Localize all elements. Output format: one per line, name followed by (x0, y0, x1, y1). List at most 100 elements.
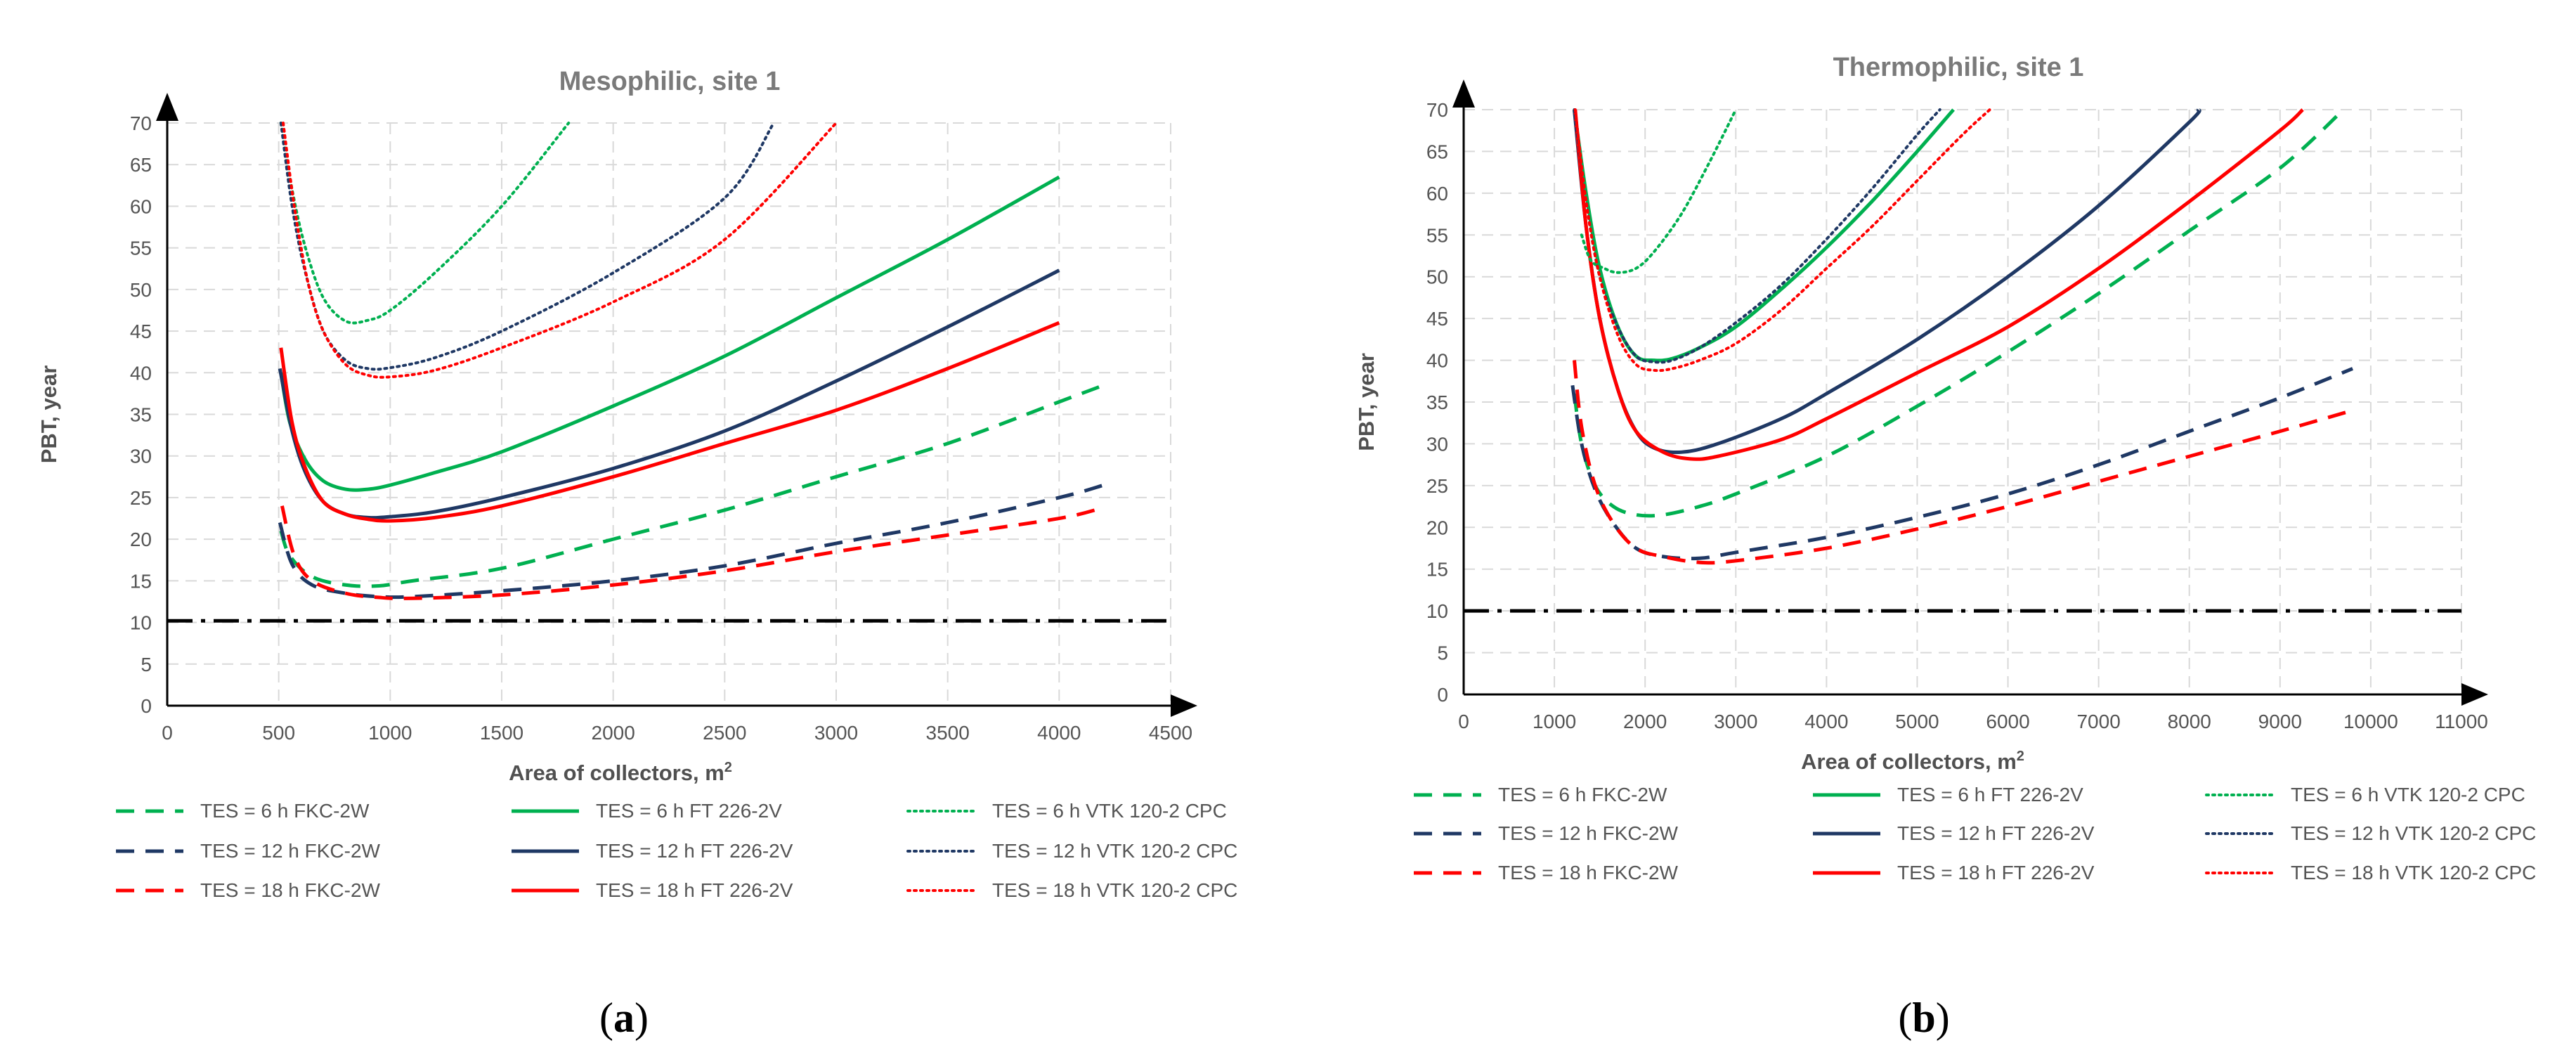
y-tick-label: 60 (1426, 183, 1448, 205)
y-tick-label: 45 (130, 321, 152, 342)
y-tick-label: 15 (130, 570, 152, 592)
panel-caption-letter: a (613, 995, 635, 1041)
x-tick-label: 3000 (814, 722, 858, 744)
y-tick-label: 25 (130, 487, 152, 509)
y-axis-arrow (156, 93, 178, 121)
legend-item: TES = 12 h VTK 120-2 CPC (2205, 822, 2536, 844)
legend: TES = 6 h FKC-2W TES = 12 h FKC-2W TES = 1… (1414, 784, 2536, 884)
y-tick-label: 30 (130, 446, 152, 467)
y-tick-label: 35 (1426, 391, 1448, 413)
legend-label: TES = 18 h FT 226-2V (596, 879, 793, 901)
x-axis-arrow (2461, 683, 2488, 706)
legend-item: TES = 6 h FKC-2W (116, 800, 370, 822)
series-line (279, 321, 1060, 523)
chart-title: Mesophilic, site 1 (559, 67, 781, 96)
series-line (282, 122, 838, 379)
legend-label: TES = 18 h FKC-2W (1498, 862, 1679, 884)
series-line (279, 122, 571, 325)
series-line (1573, 360, 2353, 565)
legend-item: TES = 12 h FKC-2W (1414, 822, 1679, 844)
x-tick-label: 1000 (368, 722, 412, 744)
legend-label: TES = 12 h FT 226-2V (596, 840, 793, 862)
x-tick-label: 10000 (2343, 711, 2398, 732)
series-line (1580, 108, 1738, 274)
chart-panel-thermophilic: Thermophilic, site 105101520253035404550… (1354, 53, 2536, 1041)
y-tick-label: 65 (130, 154, 152, 176)
x-tick-label: 9000 (2258, 711, 2302, 732)
x-tick-label: 1000 (1533, 711, 1576, 732)
y-tick-label: 50 (130, 279, 152, 301)
y-axis-label: PBT, year (1354, 353, 1379, 451)
y-tick-label: 20 (1426, 517, 1448, 538)
legend-item: TES = 12 h VTK 120-2 CPC (906, 840, 1237, 862)
legend-item: TES = 12 h FT 226-2V (1813, 822, 2095, 844)
legend-item: TES = 18 h FT 226-2V (512, 879, 793, 901)
legend-label: TES = 6 h FKC-2W (1498, 784, 1667, 805)
y-tick-label: 65 (1426, 141, 1448, 162)
legend-item: TES = 12 h FKC-2W (116, 840, 381, 862)
y-tick-label: 60 (130, 195, 152, 217)
y-tick-label: 35 (130, 404, 152, 426)
y-tick-label: 0 (1437, 684, 1448, 706)
chart-title: Thermophilic, site 1 (1833, 53, 2084, 82)
y-tick-label: 5 (1437, 642, 1448, 664)
y-tick-label: 70 (130, 112, 152, 134)
series-line (1573, 108, 1941, 364)
x-tick-label: 3000 (1714, 711, 1757, 732)
legend-item: TES = 18 h FKC-2W (1414, 862, 1679, 884)
legend-label: TES = 12 h FKC-2W (1498, 822, 1679, 844)
panel-caption-letter: b (1912, 995, 1935, 1041)
legend-item: TES = 18 h VTK 120-2 CPC (2205, 862, 2536, 884)
legend-label: TES = 6 h VTK 120-2 CPC (992, 800, 1227, 822)
legend-label: TES = 12 h VTK 120-2 CPC (992, 840, 1237, 862)
legend-item: TES = 6 h VTK 120-2 CPC (2205, 784, 2525, 805)
x-axis-label: Area of collectors, m2 (1801, 749, 2024, 774)
legend-item: TES = 12 h FT 226-2V (512, 840, 793, 862)
legend-label: TES = 18 h FT 226-2V (1897, 862, 2095, 884)
panel-caption: (b) (1898, 995, 1949, 1041)
x-axis-label-superscript: 2 (2017, 749, 2024, 764)
x-tick-label: 8000 (2168, 711, 2211, 732)
y-tick-label: 70 (1426, 99, 1448, 121)
x-tick-label: 6000 (1986, 711, 2029, 732)
legend-item: TES = 18 h VTK 120-2 CPC (906, 879, 1237, 901)
legend-label: TES = 18 h VTK 120-2 CPC (2291, 862, 2536, 884)
x-tick-label: 2000 (592, 722, 635, 744)
gridlines (1464, 109, 2462, 694)
y-tick-label: 25 (1426, 475, 1448, 497)
series-line (278, 268, 1060, 520)
y-tick-label: 40 (1426, 350, 1448, 372)
series-line (1573, 108, 2201, 455)
legend-item: TES = 6 h FT 226-2V (1813, 784, 2083, 805)
legend-item: TES = 6 h FKC-2W (1414, 784, 1667, 805)
y-tick-label: 30 (1426, 433, 1448, 455)
x-tick-label: 5000 (1895, 711, 1939, 732)
y-tick-label: 10 (1426, 600, 1448, 622)
panel-caption: (a) (599, 995, 649, 1041)
x-tick-label: 0 (162, 722, 173, 744)
y-tick-label: 20 (130, 529, 152, 550)
legend: TES = 6 h FKC-2W TES = 12 h FKC-2W TES = 1… (116, 800, 1237, 901)
series-group (278, 122, 1105, 600)
legend-item: TES = 18 h FKC-2W (116, 879, 381, 901)
series-line (1570, 367, 2354, 561)
chart-panel-mesophilic: Mesophilic, site 10510152025303540455055… (37, 67, 1237, 1041)
x-axis-label: Area of collectors, m2 (509, 760, 732, 785)
series-line (279, 122, 776, 371)
x-tick-label: 4000 (1804, 711, 1848, 732)
y-tick-label: 50 (1426, 266, 1448, 288)
x-tick-label: 3500 (926, 722, 970, 744)
x-tick-label: 7000 (2076, 711, 2120, 732)
series-line (279, 383, 1105, 588)
y-tick-label: 45 (1426, 308, 1448, 330)
y-tick-label: 10 (130, 612, 152, 634)
x-tick-label: 4000 (1037, 722, 1081, 744)
x-tick-label: 0 (1458, 711, 1469, 732)
y-tick-label: 55 (1426, 224, 1448, 246)
x-tick-label: 2500 (703, 722, 746, 744)
legend-label: TES = 12 h VTK 120-2 CPC (2291, 822, 2536, 844)
y-axis-label: PBT, year (37, 365, 61, 464)
series-line (1573, 108, 2304, 461)
y-tick-label: 55 (130, 238, 152, 259)
